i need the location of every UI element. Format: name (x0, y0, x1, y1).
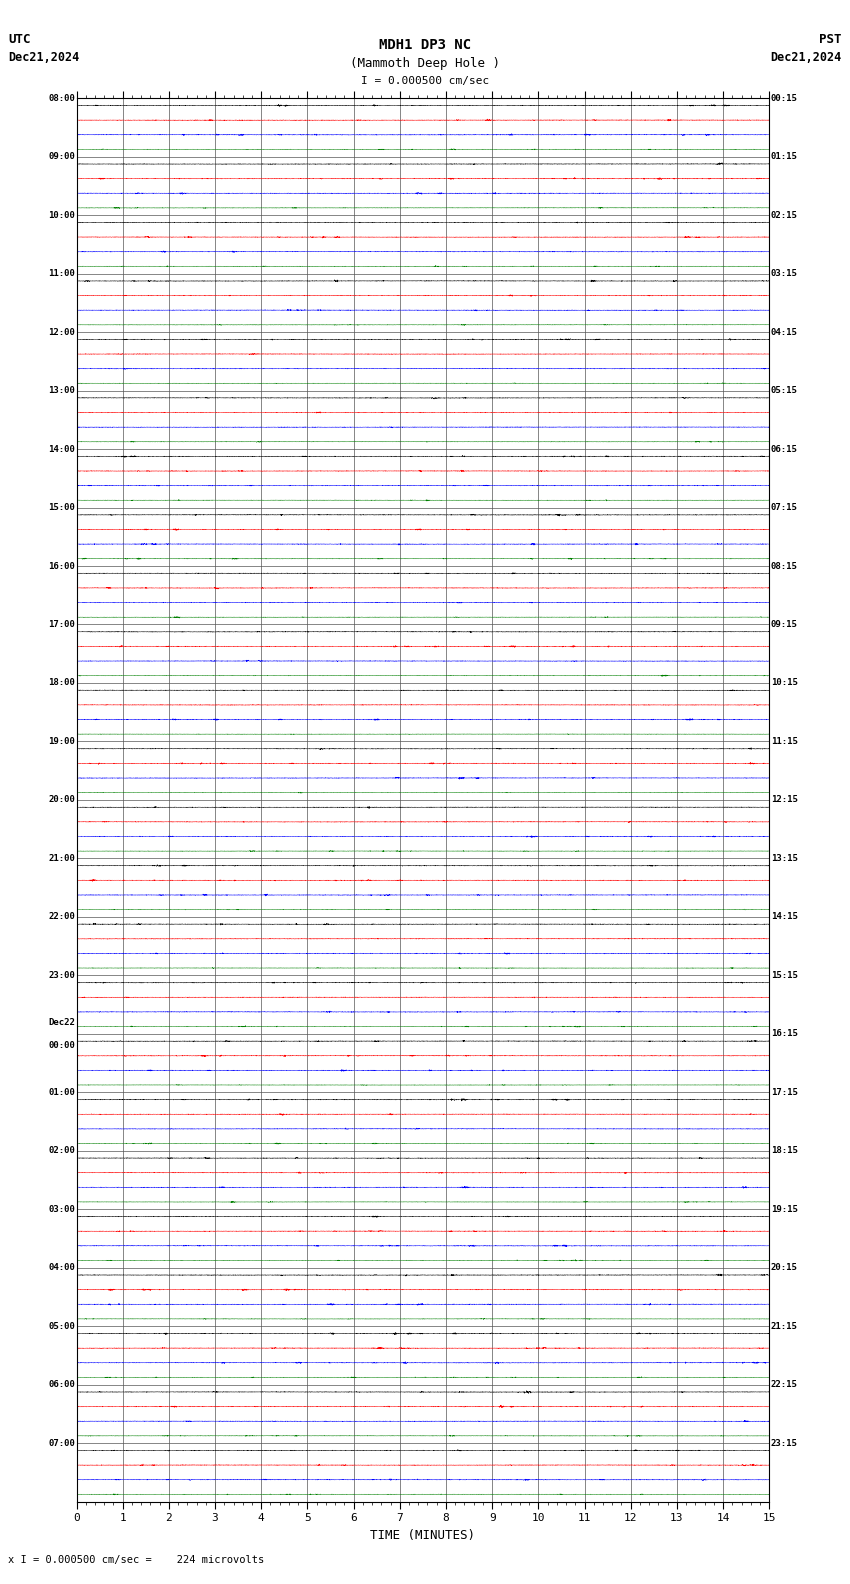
Text: 21:00: 21:00 (48, 854, 75, 863)
Text: 13:00: 13:00 (48, 386, 75, 394)
Text: 19:00: 19:00 (48, 737, 75, 746)
Text: (Mammoth Deep Hole ): (Mammoth Deep Hole ) (350, 57, 500, 70)
Text: MDH1 DP3 NC: MDH1 DP3 NC (379, 38, 471, 52)
Text: 15:15: 15:15 (771, 971, 797, 980)
Text: 03:00: 03:00 (48, 1205, 75, 1213)
Text: 18:00: 18:00 (48, 678, 75, 687)
Text: 12:15: 12:15 (771, 795, 797, 805)
Text: 16:00: 16:00 (48, 561, 75, 570)
Text: 11:15: 11:15 (771, 737, 797, 746)
Text: 01:00: 01:00 (48, 1088, 75, 1096)
Text: 20:00: 20:00 (48, 795, 75, 805)
Text: 01:15: 01:15 (771, 152, 797, 162)
Text: 06:00: 06:00 (48, 1380, 75, 1389)
Text: 04:00: 04:00 (48, 1262, 75, 1272)
Text: 08:15: 08:15 (771, 561, 797, 570)
Text: 21:15: 21:15 (771, 1321, 797, 1331)
Text: 22:15: 22:15 (771, 1380, 797, 1389)
Text: 14:00: 14:00 (48, 445, 75, 453)
Text: 07:00: 07:00 (48, 1438, 75, 1448)
Text: UTC: UTC (8, 33, 31, 46)
Text: 13:15: 13:15 (771, 854, 797, 863)
Text: 23:00: 23:00 (48, 971, 75, 980)
Text: 09:00: 09:00 (48, 152, 75, 162)
Text: 15:00: 15:00 (48, 504, 75, 512)
Text: 09:15: 09:15 (771, 619, 797, 629)
Text: 14:15: 14:15 (771, 912, 797, 922)
Text: Dec21,2024: Dec21,2024 (8, 51, 80, 63)
Text: 02:00: 02:00 (48, 1147, 75, 1155)
Text: Dec21,2024: Dec21,2024 (770, 51, 842, 63)
Text: 08:00: 08:00 (48, 93, 75, 103)
Text: 00:15: 00:15 (771, 93, 797, 103)
X-axis label: TIME (MINUTES): TIME (MINUTES) (371, 1529, 475, 1541)
Text: 07:15: 07:15 (771, 504, 797, 512)
Text: 19:15: 19:15 (771, 1205, 797, 1213)
Text: I = 0.000500 cm/sec: I = 0.000500 cm/sec (361, 76, 489, 86)
Text: 23:15: 23:15 (771, 1438, 797, 1448)
Text: 03:15: 03:15 (771, 269, 797, 279)
Text: x I = 0.000500 cm/sec =    224 microvolts: x I = 0.000500 cm/sec = 224 microvolts (8, 1555, 264, 1565)
Text: 00:00: 00:00 (48, 1041, 75, 1050)
Text: 05:15: 05:15 (771, 386, 797, 394)
Text: 06:15: 06:15 (771, 445, 797, 453)
Text: 10:00: 10:00 (48, 211, 75, 220)
Text: 02:15: 02:15 (771, 211, 797, 220)
Text: PST: PST (819, 33, 842, 46)
Text: 11:00: 11:00 (48, 269, 75, 279)
Text: 17:15: 17:15 (771, 1088, 797, 1096)
Text: 05:00: 05:00 (48, 1321, 75, 1331)
Text: 18:15: 18:15 (771, 1147, 797, 1155)
Text: 22:00: 22:00 (48, 912, 75, 922)
Text: 04:15: 04:15 (771, 328, 797, 337)
Text: 12:00: 12:00 (48, 328, 75, 337)
Text: 10:15: 10:15 (771, 678, 797, 687)
Text: 20:15: 20:15 (771, 1262, 797, 1272)
Text: 16:15: 16:15 (771, 1030, 797, 1039)
Text: Dec22: Dec22 (48, 1019, 75, 1026)
Text: 17:00: 17:00 (48, 619, 75, 629)
